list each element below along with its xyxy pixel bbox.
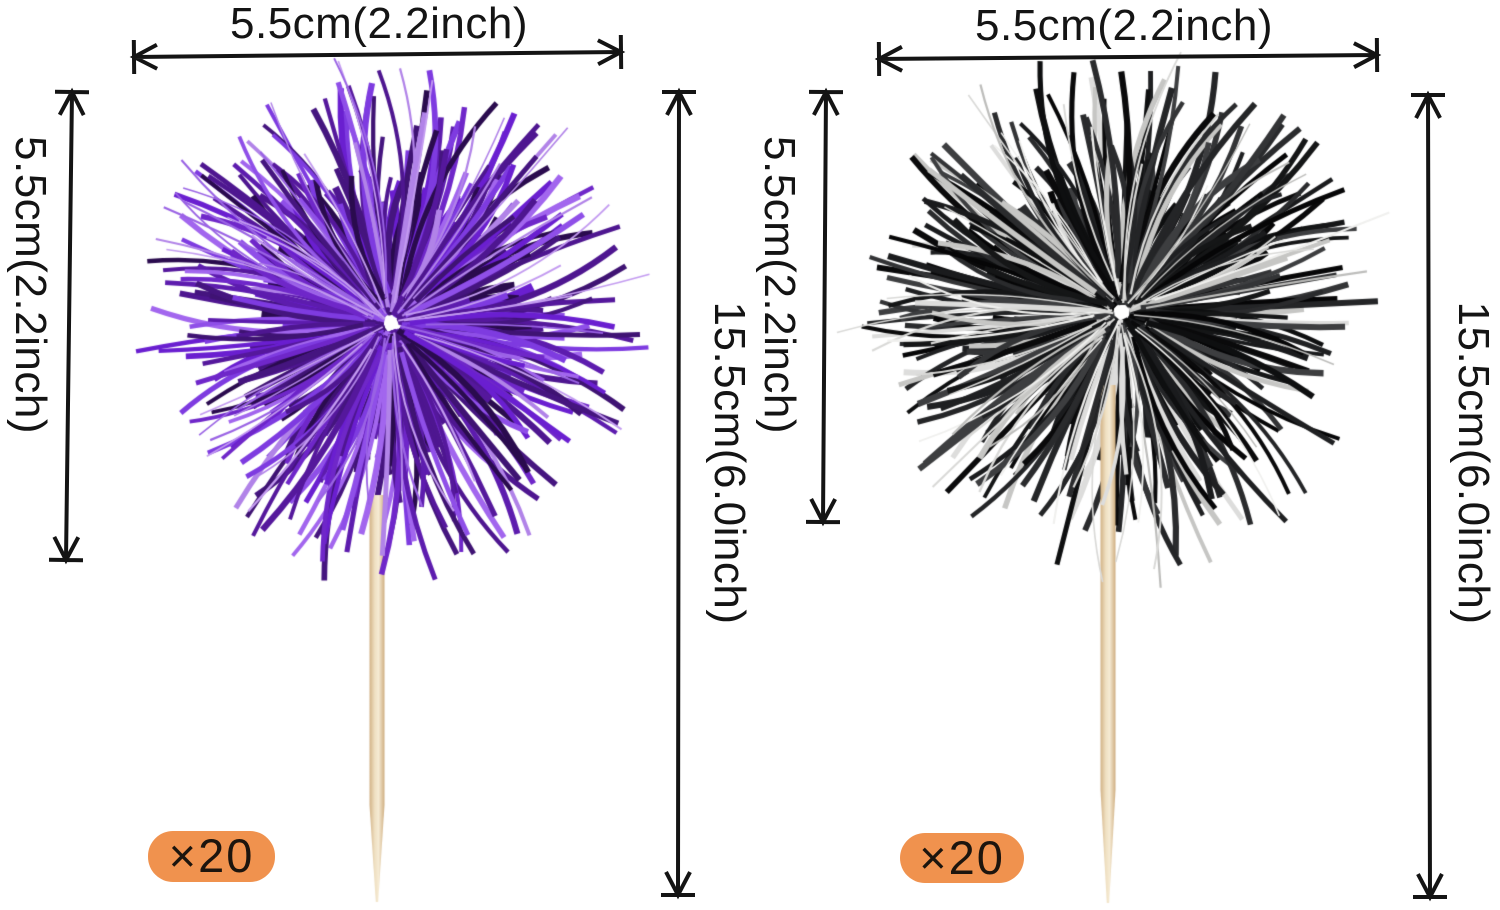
- dimension-arrow-right-total-height: [1410, 90, 1448, 902]
- dimension-label-right-pom-height: 5.5cm(2.2inch): [755, 135, 805, 435]
- dimension-arrow-right-width: [874, 37, 1382, 77]
- count-badge-left-label: ×20: [168, 829, 255, 882]
- dimension-label-right-width: 5.5cm(2.2inch): [974, 1, 1274, 50]
- count-badge-right-label: ×20: [919, 830, 1005, 884]
- dimension-arrow-left-total-height: [660, 87, 697, 900]
- dimension-label-right-total-height: 15.5cm(6.0inch): [1449, 301, 1499, 625]
- dimension-label-left-width: 5.5cm(2.2inch): [229, 0, 529, 48]
- dimension-label-left-total-height: 15.5cm(6.0inch): [705, 301, 755, 625]
- dimension-arrow-left-pom-height: [48, 87, 90, 565]
- dimension-arrow-left-width: [129, 34, 626, 75]
- dimension-label-left-pom-height: 5.5cm(2.2inch): [6, 135, 56, 435]
- dimension-arrow-right-pom-height: [805, 87, 844, 527]
- count-badge-right: ×20: [900, 830, 1024, 884]
- count-badge-left: ×20: [148, 829, 275, 882]
